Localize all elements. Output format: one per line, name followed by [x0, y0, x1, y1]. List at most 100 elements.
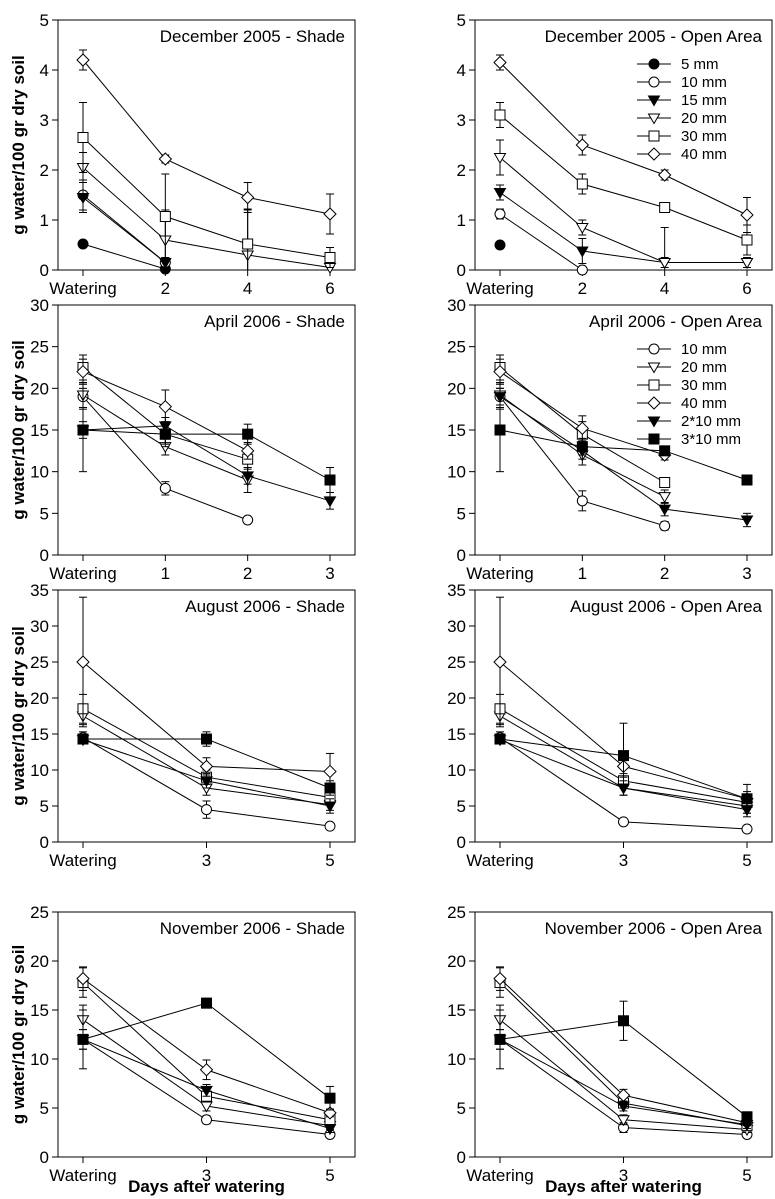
series-line: [82, 243, 166, 270]
y-tick-label: 35: [30, 581, 49, 600]
data-point: [494, 424, 506, 436]
data-point: [158, 152, 173, 166]
x-tick-label: Watering: [49, 279, 116, 298]
data-point: [575, 246, 589, 258]
x-tick-label: 3: [202, 1166, 211, 1185]
panel-title: December 2005 - Shade: [160, 27, 345, 46]
data-series: [76, 49, 337, 235]
y-tick-label: 2: [40, 161, 49, 180]
y-tick-label: 20: [30, 379, 49, 398]
data-point: [77, 424, 89, 436]
data-point: [741, 793, 753, 805]
y-axis-title: g water/100 gr dry soil: [9, 340, 28, 520]
y-tick-label: 2: [457, 161, 466, 180]
x-tick-label: 1: [161, 564, 170, 583]
y-tick-label: 20: [30, 689, 49, 708]
data-point: [76, 193, 90, 204]
x-tick-label: Watering: [466, 279, 533, 298]
data-point: [324, 782, 336, 794]
data-point: [576, 264, 588, 276]
data-point: [77, 733, 89, 745]
legend-marker: [647, 416, 661, 428]
legend-marker: [647, 147, 661, 161]
chart-panel: 0 5 10 15 20 25 Watering 3 5 November 2006 - Open…: [447, 903, 773, 1196]
data-series: [76, 596, 337, 790]
data-point: [575, 138, 590, 152]
chart-panel: 0 1 2 3 4 5 Watering 2 4 6 December 2005 - Open Ar…: [457, 11, 773, 298]
y-axis-title: g water/100 gr dry soil: [9, 55, 28, 235]
data-point: [658, 504, 672, 516]
plot-frame: [57, 19, 356, 271]
series-line: [82, 429, 331, 481]
data-point: [659, 520, 671, 532]
y-tick-label: 25: [30, 903, 49, 922]
y-tick-label: 5: [40, 11, 49, 30]
data-point: [201, 1114, 212, 1126]
y-tick-label: 0: [457, 1148, 466, 1167]
chart-panel: 0 5 10 15 20 25 30 Watering 1 2 3 April 2006 - Open…: [447, 296, 773, 583]
data-point: [576, 495, 588, 507]
series-line: [499, 157, 747, 263]
y-tick-label: 20: [30, 952, 49, 971]
y-tick-label: 10: [30, 761, 49, 780]
y-tick-label: 25: [447, 653, 466, 672]
data-point: [242, 238, 254, 250]
data-point: [323, 496, 337, 508]
x-tick-label: 3: [619, 1166, 628, 1185]
data-point: [77, 132, 89, 143]
x-tick-label: 3: [742, 564, 751, 583]
y-tick-label: 30: [30, 617, 49, 636]
data-point: [494, 239, 506, 251]
y-tick-label: 4: [40, 61, 49, 80]
data-point: [159, 211, 171, 222]
y-tick-label: 5: [40, 1099, 49, 1118]
data-point: [159, 428, 171, 440]
x-tick-label: 5: [742, 1166, 751, 1185]
data-series: [493, 184, 754, 271]
x-tick-label: 3: [325, 564, 334, 583]
y-tick-label: 15: [30, 1001, 49, 1020]
chart-panel: 0 1 2 3 4 5 Watering 2 4 6 December 2005 - Shade g …: [9, 11, 356, 298]
y-tick-label: 0: [40, 546, 49, 565]
data-point: [575, 223, 589, 234]
data-point: [77, 238, 89, 250]
y-tick-label: 5: [40, 504, 49, 523]
y-axis-title: g water/100 gr dry soil: [9, 626, 28, 806]
chart-panel: 0 5 10 15 20 25 30 Watering 1 2 3 April 2006 - Shad…: [9, 296, 356, 583]
series-line: [499, 213, 583, 271]
x-tick-label: 2: [243, 564, 252, 583]
data-point: [740, 515, 754, 527]
legend-label: 20 mm: [681, 359, 727, 376]
panel-title: August 2006 - Open Area: [570, 597, 762, 616]
plot-frame: [57, 304, 356, 556]
data-point: [659, 445, 671, 457]
data-point: [242, 514, 254, 526]
data-point: [494, 733, 506, 745]
panel-title: April 2006 - Open Area: [589, 312, 762, 331]
data-series: [77, 238, 171, 275]
legend-label: 40 mm: [681, 146, 727, 163]
data-point: [200, 1101, 213, 1113]
panel-title: December 2005 - Open Area: [545, 27, 763, 46]
data-point: [576, 441, 588, 453]
x-tick-label: 2: [578, 279, 587, 298]
data-point: [657, 168, 672, 182]
data-point: [241, 471, 255, 483]
data-point: [658, 258, 672, 269]
y-tick-label: 0: [457, 546, 466, 565]
y-tick-label: 15: [447, 421, 466, 440]
data-point: [159, 482, 171, 494]
legend-label: 30 mm: [681, 377, 727, 394]
legend-label: 2*10 mm: [681, 413, 741, 430]
data-point: [76, 655, 90, 669]
y-tick-label: 35: [447, 581, 466, 600]
data-point: [77, 1033, 89, 1045]
data-point: [324, 1092, 336, 1104]
legend-marker: [648, 433, 660, 445]
data-point: [201, 733, 212, 745]
data-point: [493, 153, 507, 164]
x-tick-label: 6: [742, 279, 751, 298]
data-point: [240, 190, 255, 205]
